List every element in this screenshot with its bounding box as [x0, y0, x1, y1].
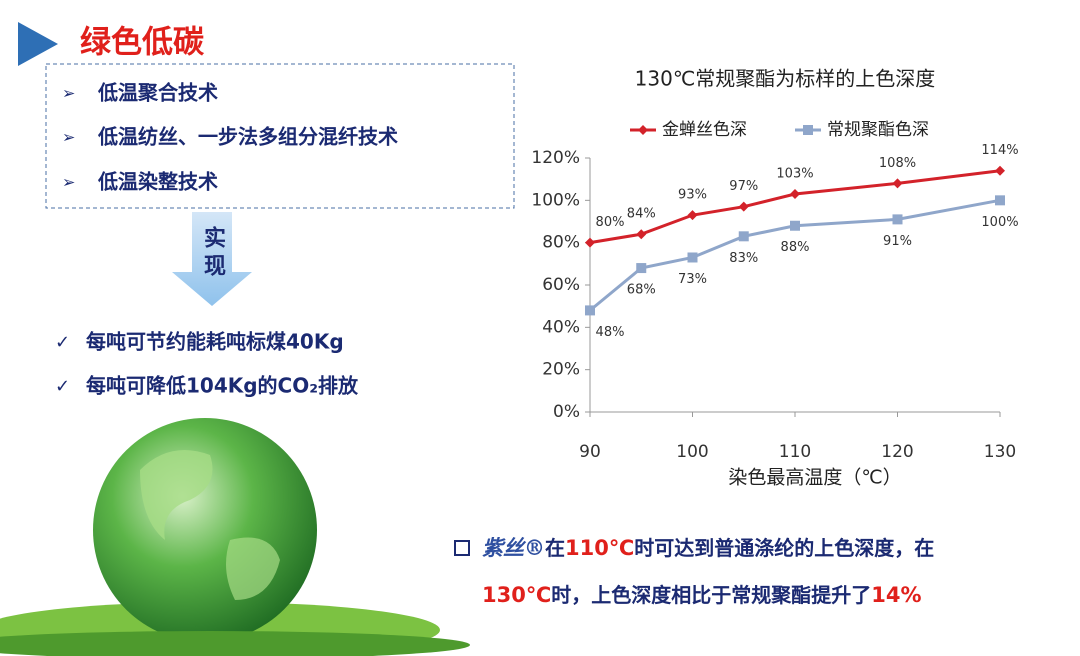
benefit: 每吨可节约能耗吨标煤40Kg	[86, 330, 344, 354]
tech-item: 低温染整技术	[97, 170, 218, 194]
y-tick-label: 120%	[531, 148, 580, 168]
point	[892, 214, 903, 225]
note-highlight: 14%	[871, 583, 921, 607]
point	[585, 237, 595, 248]
note-text: 在	[545, 536, 565, 560]
point	[636, 229, 647, 240]
point	[892, 178, 903, 189]
arrow-text: 实现	[200, 225, 226, 282]
point	[995, 165, 1005, 176]
note-text: 时可达到普通涤纶的上色深度，在	[634, 536, 934, 560]
point	[636, 263, 647, 274]
data-label: 88%	[781, 240, 810, 255]
x-axis-label: 染色最高温度（℃）	[728, 467, 901, 489]
note-text: 时，上色深度相比于常规聚酯提升了	[551, 583, 871, 607]
data-label: 84%	[627, 207, 656, 222]
y-tick-label: 60%	[542, 275, 580, 295]
point	[687, 210, 698, 221]
svg-text:➢: ➢	[62, 173, 75, 192]
x-tick-label: 100	[676, 442, 708, 462]
tech-box	[45, 63, 515, 209]
svg-text:➢: ➢	[62, 128, 75, 147]
point	[790, 188, 800, 199]
y-tick-label: 0%	[553, 402, 580, 422]
title-triangle	[18, 22, 58, 66]
y-tick-label: 80%	[542, 233, 580, 253]
data-label: 91%	[883, 234, 912, 249]
globe	[0, 418, 470, 656]
brand: 紫丝®	[482, 535, 545, 560]
point	[995, 195, 1005, 206]
arrow	[172, 212, 252, 306]
x-tick-label: 120	[881, 442, 913, 462]
y-tick-label: 100%	[531, 190, 580, 210]
point	[738, 201, 749, 212]
tech-item: 低温聚合技术	[97, 81, 218, 105]
data-label: 108%	[879, 156, 916, 171]
note-line: 130℃时，上色深度相比于常规聚酯提升了14%	[482, 583, 922, 608]
data-label: 83%	[729, 251, 758, 266]
note-highlight: 110℃	[565, 536, 634, 560]
data-label: 103%	[776, 166, 813, 181]
benefit: 每吨可降低104Kg的CO₂排放	[86, 374, 359, 398]
point	[585, 305, 595, 316]
data-label: 80%	[596, 215, 625, 230]
data-label: 97%	[729, 179, 758, 194]
svg-text:✓: ✓	[55, 332, 70, 353]
y-tick-label: 40%	[542, 317, 580, 337]
data-label: 100%	[981, 215, 1018, 230]
point	[738, 231, 749, 242]
legend-marker	[638, 125, 648, 135]
legend-marker	[803, 125, 813, 135]
note-bullet	[454, 540, 470, 556]
x-tick-label: 130	[984, 442, 1016, 462]
check-marks: ✓✓	[55, 332, 70, 397]
note-highlight: 130℃	[482, 583, 551, 607]
data-label: 68%	[627, 283, 656, 298]
legend-label: 常规聚酯色深	[827, 120, 929, 140]
data-label: 114%	[981, 143, 1018, 158]
chart: 130℃常规聚酯为标样的上色深度 染色最高温度（℃） 0% 20% 40% 60% 80…	[531, 67, 1018, 489]
tech-bullets: ➢ ➢ ➢	[62, 84, 75, 192]
note-line: 紫丝®在110℃时可达到普通涤纶的上色深度，在	[482, 535, 934, 561]
tech-item: 低温纺丝、一步法多组分混纤技术	[97, 125, 398, 149]
x-tick-label: 90	[579, 442, 601, 462]
x-tick-label: 110	[779, 442, 811, 462]
point	[790, 220, 800, 231]
data-label: 73%	[678, 272, 707, 287]
legend-label: 金蝉丝色深	[662, 120, 747, 140]
chart-title: 130℃常规聚酯为标样的上色深度	[635, 67, 936, 91]
y-tick-label: 20%	[542, 360, 580, 380]
data-label: 48%	[596, 325, 625, 340]
svg-text:➢: ➢	[62, 84, 75, 103]
svg-text:✓: ✓	[55, 376, 70, 397]
point	[687, 252, 698, 263]
data-label: 93%	[678, 188, 707, 203]
slide-title: 绿色低碳	[80, 25, 205, 61]
